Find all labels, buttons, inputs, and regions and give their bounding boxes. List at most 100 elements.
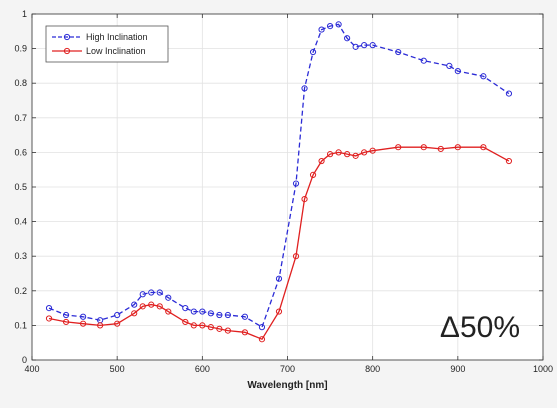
y-tick-label: 0.1: [14, 320, 27, 330]
low-inclination-point: [505, 157, 513, 165]
x-tick-label: 1000: [533, 364, 553, 374]
axes: 400 500 600 700 800 900 1000 0 0.1 0.2 0.3 0.4 0.5 0.…: [14, 9, 553, 374]
low-inclination-point: [292, 253, 300, 260]
low-inclination-point: [45, 315, 53, 322]
high-inclination-point: [131, 301, 138, 308]
high-inclination-point: [199, 308, 206, 315]
series-layer: [45, 21, 513, 343]
high-inclination-point: [395, 48, 402, 56]
low-inclination-point: [62, 318, 70, 326]
high-inclination-point: [165, 294, 172, 301]
high-inclination-point: [326, 23, 334, 30]
high-inclination-point: [275, 275, 283, 282]
low-inclination-point: [224, 327, 231, 334]
high-inclination-point: [114, 311, 121, 319]
high-inclination-point: [62, 311, 70, 319]
low-inclination-point: [148, 301, 155, 308]
x-tick-label: 400: [24, 364, 39, 374]
high-inclination-legend-label: High Inclination: [86, 32, 148, 42]
low-inclination-point: [207, 324, 214, 331]
y-tick-label: 0.8: [14, 78, 27, 88]
low-inclination-point: [369, 147, 376, 154]
high-inclination-point: [446, 62, 453, 70]
high-inclination-point: [45, 305, 53, 312]
y-tick-label: 0.7: [14, 113, 27, 123]
low-inclination-legend-label: Low Inclination: [86, 46, 146, 56]
legend: High Inclination Low Inclination: [45, 25, 169, 63]
delta-annotation: Δ50%: [440, 311, 520, 344]
high-inclination-point: [148, 289, 155, 296]
high-inclination-point: [207, 310, 214, 317]
y-tick-label: 1: [22, 9, 27, 19]
low-inclination-point: [395, 144, 402, 151]
high-inclination-point: [216, 311, 223, 319]
x-tick-label: 800: [365, 364, 380, 374]
low-inclination-legend-marker: [63, 47, 71, 55]
low-inclination-point: [139, 303, 146, 310]
high-inclination-point: [80, 313, 87, 320]
high-inclination-point: [344, 35, 351, 42]
high-inclination-point: [224, 311, 231, 319]
low-inclination-point: [97, 322, 104, 329]
low-inclination-point: [352, 152, 359, 159]
x-tick-label: 900: [450, 364, 465, 374]
y-tick-label: 0.5: [14, 182, 27, 192]
high-inclination-point: [190, 308, 197, 315]
y-tick-label: 0: [22, 355, 27, 365]
low-inclination-point: [80, 320, 87, 327]
low-inclination-line: [48, 146, 510, 341]
high-inclination-point: [335, 21, 342, 28]
low-inclination-point: [199, 322, 206, 329]
x-tick-label: 600: [195, 364, 210, 374]
high-inclination-point: [361, 42, 368, 49]
high-inclination-point: [480, 73, 487, 80]
low-inclination-point: [241, 329, 249, 336]
high-inclination-point: [352, 43, 359, 50]
low-inclination-point: [131, 310, 138, 317]
low-inclination-point: [258, 336, 266, 343]
low-inclination-point: [275, 308, 283, 315]
high-inclination-line: [48, 23, 510, 329]
low-inclination-point: [335, 149, 342, 156]
low-inclination-point: [318, 157, 325, 165]
low-inclination-point: [216, 325, 223, 332]
low-inclination-point: [361, 149, 368, 156]
low-inclination-point: [326, 151, 334, 158]
low-inclination-point: [165, 308, 172, 315]
x-tick-label: 700: [280, 364, 295, 374]
low-inclination-point: [344, 151, 351, 158]
high-inclination-point: [420, 57, 427, 64]
low-inclination-point: [437, 145, 444, 153]
high-inclination-point: [258, 324, 266, 331]
y-tick-label: 0.3: [14, 251, 27, 261]
low-inclination-point: [182, 318, 189, 326]
legend-box: [45, 25, 169, 63]
y-tick-label: 0.6: [14, 147, 27, 157]
high-inclination-point: [454, 67, 461, 75]
low-inclination-point: [114, 320, 121, 327]
low-inclination-point: [480, 144, 487, 151]
high-inclination-point: [182, 305, 189, 312]
low-inclination-point: [454, 144, 461, 151]
low-inclination-point: [301, 196, 308, 203]
high-inclination-point: [309, 48, 317, 56]
high-inclination-point: [505, 90, 513, 97]
high-inclination-point: [139, 291, 146, 298]
x-axis-title: Wavelength [nm]: [247, 380, 327, 391]
high-inclination-legend-marker: [63, 33, 71, 41]
high-inclination-point: [369, 42, 376, 49]
x-tick-label: 500: [110, 364, 125, 374]
high-inclination-point: [318, 26, 325, 33]
high-inclination-point: [241, 313, 249, 320]
y-tick-label: 0.9: [14, 44, 27, 54]
low-inclination-point: [309, 171, 317, 178]
low-inclination-point: [190, 322, 197, 329]
y-tick-label: 0.2: [14, 286, 27, 296]
high-inclination-point: [301, 85, 308, 92]
low-inclination-point: [420, 144, 427, 151]
low-inclination-point: [156, 303, 163, 310]
y-tick-label: 0.4: [14, 217, 27, 227]
high-inclination-point: [292, 180, 300, 187]
